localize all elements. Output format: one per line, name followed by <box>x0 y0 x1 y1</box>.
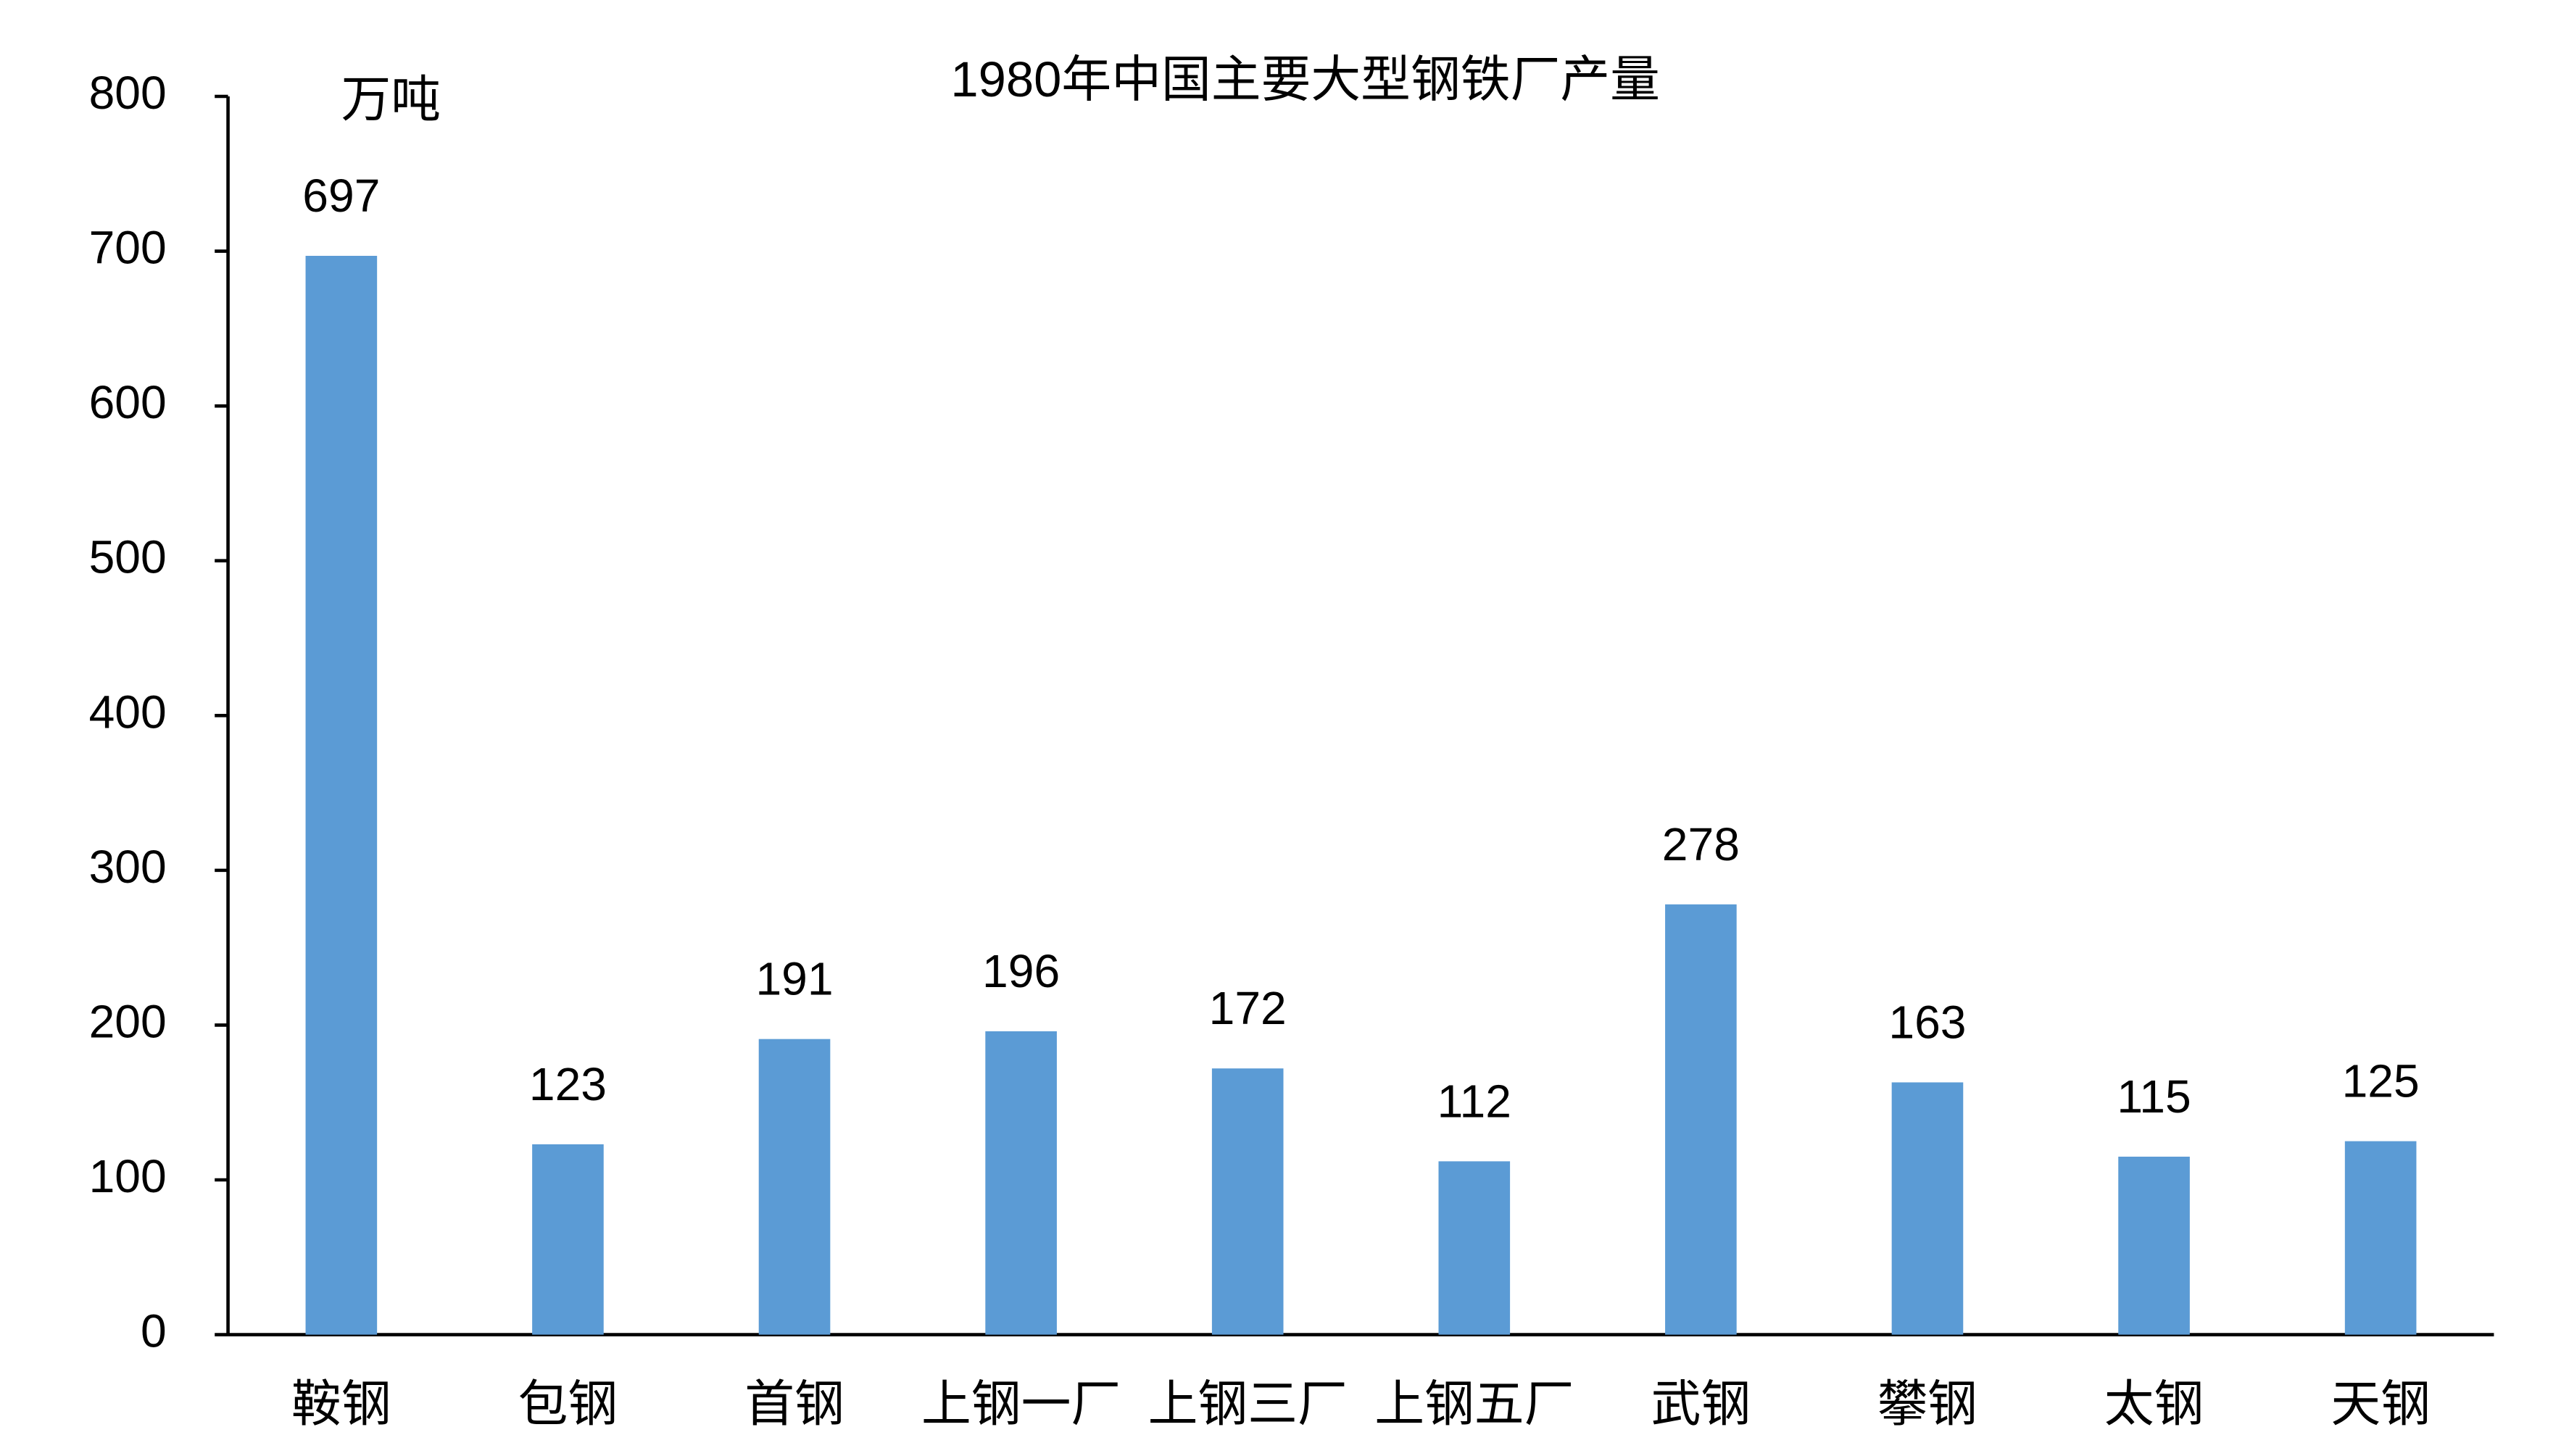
bar <box>2344 1141 2417 1335</box>
data-label: 125 <box>2342 1055 2420 1107</box>
data-label: 115 <box>2117 1070 2191 1123</box>
x-tick-label: 武钢 <box>1651 1376 1751 1432</box>
bar <box>2118 1156 2190 1335</box>
data-label: 172 <box>1209 982 1287 1034</box>
bar <box>758 1039 831 1335</box>
bar <box>1891 1082 1964 1335</box>
x-tick-label: 首钢 <box>744 1376 844 1432</box>
x-tick-label: 太钢 <box>2104 1376 2204 1432</box>
chart-title: 1980年中国主要大型钢铁厂产量 <box>950 51 1660 107</box>
bar <box>1665 904 1737 1335</box>
x-tick-label: 上钢一厂 <box>921 1376 1121 1432</box>
x-tick-label: 上钢五厂 <box>1374 1376 1574 1432</box>
y-tick-label: 200 <box>89 995 167 1047</box>
bar <box>1438 1161 1511 1335</box>
bar <box>532 1144 604 1335</box>
y-tick-label: 300 <box>89 841 167 893</box>
data-label: 697 <box>302 170 380 222</box>
x-tick-label: 攀钢 <box>1877 1376 1977 1432</box>
y-tick-label: 800 <box>89 67 167 119</box>
y-tick-label: 700 <box>89 222 167 274</box>
data-label: 123 <box>529 1058 607 1110</box>
x-tick-label: 鞍钢 <box>291 1376 391 1432</box>
bar <box>985 1031 1057 1335</box>
data-label: 163 <box>1888 996 1966 1048</box>
y-tick-label: 600 <box>89 376 167 428</box>
y-tick-label: 0 <box>141 1305 167 1357</box>
x-tick-label: 天钢 <box>2331 1376 2431 1432</box>
data-label: 112 <box>1437 1075 1511 1127</box>
bar <box>305 255 378 1335</box>
data-label: 191 <box>755 953 833 1005</box>
unit-label: 万吨 <box>341 71 441 127</box>
y-tick-label: 100 <box>89 1150 167 1202</box>
data-label: 196 <box>982 945 1060 997</box>
x-tick-label: 上钢三厂 <box>1148 1376 1348 1432</box>
x-tick-label: 包钢 <box>518 1376 618 1432</box>
y-tick-label: 500 <box>89 531 167 583</box>
data-label: 278 <box>1662 818 1740 870</box>
bar <box>1211 1068 1284 1335</box>
y-tick-label: 400 <box>89 686 167 738</box>
